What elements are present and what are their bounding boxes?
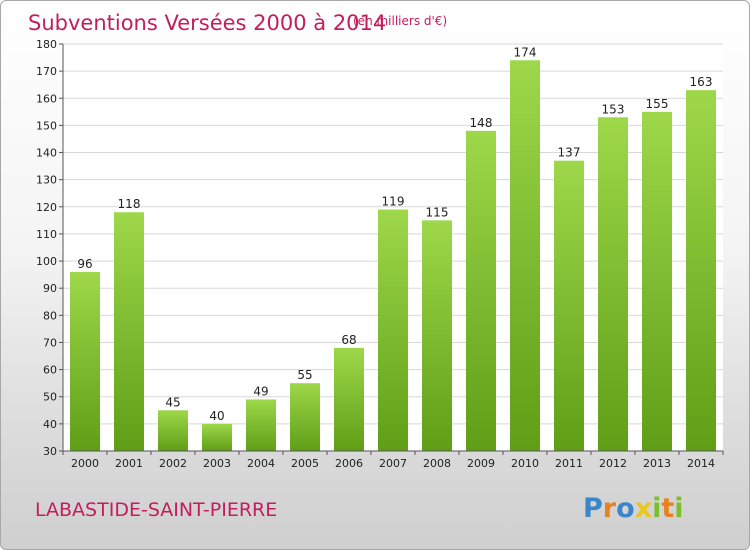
x-tick-label: 2007 [379, 457, 407, 470]
chart-title: Subventions Versées 2000 à 2014 [28, 11, 386, 35]
x-tick-label: 2006 [335, 457, 363, 470]
x-tick-label: 2003 [203, 457, 231, 470]
x-tick-label: 2012 [599, 457, 627, 470]
x-tick-label: 2001 [115, 457, 143, 470]
y-tick-label: 110 [36, 228, 57, 241]
bar [642, 111, 672, 451]
y-tick-label: 120 [36, 201, 57, 214]
bar [114, 212, 144, 451]
bar-value-label: 118 [118, 197, 141, 211]
bar [466, 130, 496, 451]
bar [334, 347, 364, 451]
commune-name: LABASTIDE-SAINT-PIERRE [35, 499, 277, 521]
y-tick-label: 90 [43, 282, 57, 295]
bar-value-label: 68 [341, 333, 356, 347]
x-tick-label: 2002 [159, 457, 187, 470]
bar [554, 160, 584, 451]
bar [510, 60, 540, 451]
x-tick-label: 2009 [467, 457, 495, 470]
bar-value-label: 40 [209, 409, 224, 423]
y-tick-label: 150 [36, 119, 57, 132]
x-tick-label: 2013 [643, 457, 671, 470]
y-tick-label: 140 [36, 147, 57, 160]
bar [686, 90, 716, 452]
logo-letter-2: r [603, 493, 617, 524]
bar-value-label: 115 [426, 205, 449, 219]
y-tick-label: 130 [36, 174, 57, 187]
y-tick-label: 160 [36, 92, 57, 105]
bar [290, 383, 320, 451]
x-tick-labels: 2000 2001 2002 2003 2004 2005 2006 2007 2008 2009… [62, 451, 724, 470]
x-tick-label: 2014 [687, 457, 715, 470]
chart-subtitle: (en milliers d'€) [353, 14, 447, 28]
y-tick-labels: 30 40 50 60 70 80 90 100 110 120 130 140 150 160 170 18… [36, 38, 63, 458]
bar [598, 117, 628, 451]
bar [422, 220, 452, 451]
bar [246, 399, 276, 451]
x-tick-label: 2010 [511, 457, 539, 470]
bar-value-label: 153 [602, 102, 625, 116]
bar [378, 209, 408, 451]
y-tick-label: 180 [36, 38, 57, 51]
logo-letter-7: i [674, 493, 683, 524]
logo-letter-1: P [583, 493, 603, 524]
x-tick-label: 2008 [423, 457, 451, 470]
bar-value-label: 155 [646, 97, 669, 111]
y-tick-label: 30 [43, 445, 57, 458]
bar-value-label: 55 [297, 368, 312, 382]
bar-value-label: 174 [514, 45, 537, 59]
y-tick-label: 170 [36, 65, 57, 78]
logo-letter-5: i [652, 493, 661, 524]
y-tick-label: 40 [43, 418, 57, 431]
y-tick-label: 70 [43, 336, 57, 349]
y-tick-label: 60 [43, 364, 57, 377]
y-tick-label: 50 [43, 391, 57, 404]
bar-value-label: 119 [382, 195, 405, 209]
bar-value-label: 137 [558, 146, 581, 160]
bar-value-label: 96 [77, 257, 92, 271]
bar-value-label: 49 [253, 384, 268, 398]
bars: 96 118 45 40 49 55 68 119 115 148 174 137 153 155 163 [70, 45, 716, 452]
x-tick-label: 2000 [71, 457, 99, 470]
x-tick-label: 2004 [247, 457, 275, 470]
y-tick-label: 80 [43, 309, 57, 322]
bar-value-label: 148 [470, 116, 493, 130]
y-tick-label: 100 [36, 255, 57, 268]
logo-letter-3: o [616, 493, 635, 524]
bar [158, 410, 188, 451]
bar-value-label: 163 [690, 75, 713, 89]
bar-value-label: 45 [165, 395, 180, 409]
logo-letter-4: x [635, 493, 652, 524]
bar [202, 423, 232, 451]
proxiti-logo: Proxiti [583, 493, 684, 524]
logo-letter-6: t [661, 493, 674, 524]
x-tick-label: 2005 [291, 457, 319, 470]
x-tick-label: 2011 [555, 457, 583, 470]
bar [70, 271, 100, 451]
